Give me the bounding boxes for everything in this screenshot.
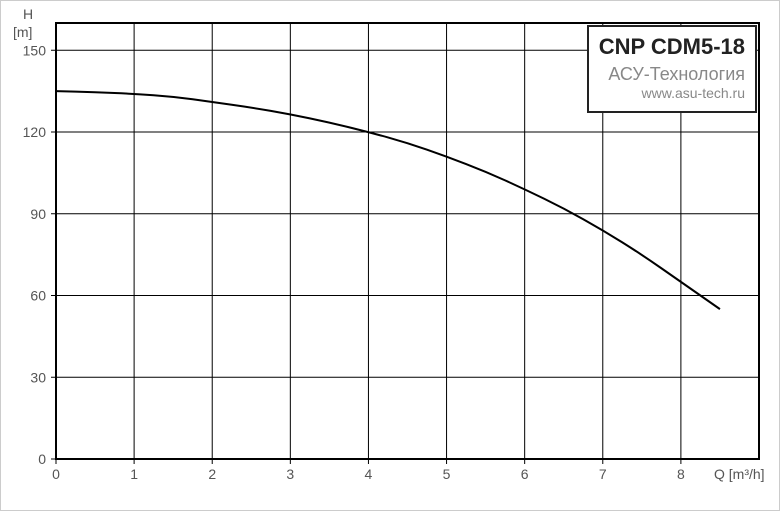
x-tick-label: 1 (130, 466, 138, 482)
y-tick-label: 60 (30, 288, 46, 304)
pump-curve-chart: 0 1 2 3 4 5 6 7 8 0 30 60 90 120 150 H [m] Q [m³/h] CNP C… (0, 0, 780, 511)
chart-url: www.asu-tech.ru (599, 85, 745, 103)
y-tick-label: 90 (30, 206, 46, 222)
y-tick-label: 0 (38, 451, 46, 467)
x-tick-label: 4 (365, 466, 373, 482)
pump-curve (56, 91, 720, 309)
x-tick-label: 3 (286, 466, 294, 482)
chart-subtitle: АСУ-Технология (599, 63, 745, 86)
x-tick-label: 2 (208, 466, 216, 482)
x-axis-label: Q [m³/h] (714, 466, 765, 482)
y-axis-label-H: H (23, 6, 33, 22)
x-tick-label: 0 (52, 466, 60, 482)
y-tick-label: 30 (30, 369, 46, 385)
x-tick-label: 6 (521, 466, 529, 482)
y-axis-label-unit: [m] (13, 24, 32, 40)
chart-title: CNP CDM5-18 (599, 33, 745, 61)
x-tick-label: 7 (599, 466, 607, 482)
y-tick-label: 120 (23, 124, 47, 140)
x-tick-label: 8 (677, 466, 685, 482)
x-tick-label: 5 (443, 466, 451, 482)
y-tick-label: 150 (23, 42, 47, 58)
title-box: CNP CDM5-18 АСУ-Технология www.asu-tech.… (587, 25, 757, 113)
